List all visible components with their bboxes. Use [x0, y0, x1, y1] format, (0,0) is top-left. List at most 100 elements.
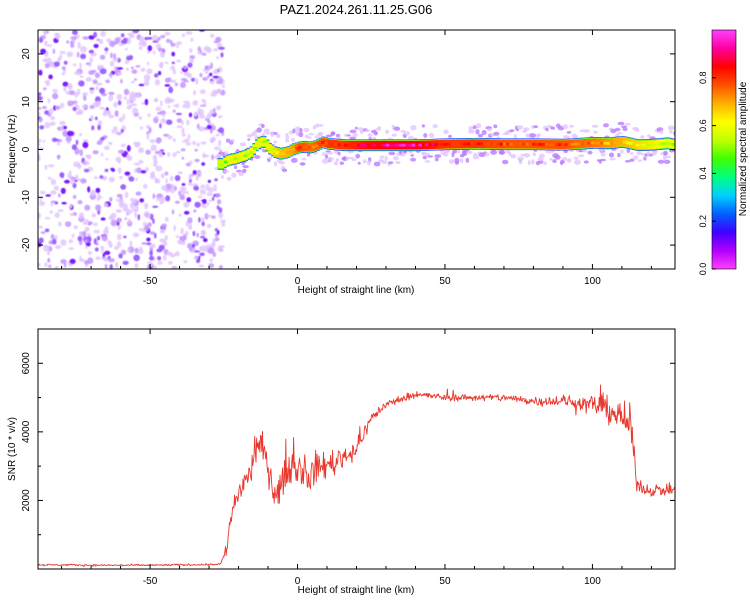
halo-blob — [454, 157, 460, 163]
noise-blob — [207, 119, 211, 124]
noise-blob — [154, 79, 161, 86]
noise-blob — [130, 197, 135, 202]
track-peak — [671, 143, 675, 146]
track-peak — [506, 142, 510, 146]
noise-blob — [52, 92, 59, 100]
track-peak — [437, 143, 442, 146]
noise-blob — [140, 126, 143, 130]
track-peak — [525, 142, 530, 146]
track-peak — [418, 143, 423, 147]
noise-blob — [117, 224, 121, 231]
halo-blob — [562, 124, 569, 130]
noise-blob — [146, 68, 153, 75]
halo-blob — [465, 157, 470, 163]
noise-blob — [181, 78, 188, 81]
halo-blob — [273, 140, 277, 144]
noise-blob — [183, 260, 188, 264]
noise-blob — [120, 184, 127, 190]
noise-blob — [164, 234, 168, 241]
track-peak — [282, 151, 287, 155]
noise-blob — [186, 119, 190, 126]
noise-blob — [160, 118, 166, 124]
track-peak — [321, 140, 326, 144]
noise-blob — [189, 55, 196, 60]
spectrogram-xlabel: Height of straight line (km) — [298, 285, 415, 296]
noise-blob — [93, 222, 98, 226]
track-peak — [266, 144, 270, 148]
noise-blob — [208, 263, 215, 268]
noise-blob — [50, 233, 55, 240]
halo-blob — [327, 157, 334, 162]
halo-blob — [545, 127, 549, 132]
track-peak — [330, 142, 335, 146]
noise-blob — [189, 160, 193, 164]
noise-blob — [110, 219, 118, 227]
noise-blob — [216, 230, 220, 235]
noise-blob — [205, 184, 210, 187]
noise-blob — [164, 61, 169, 65]
noise-blob — [178, 190, 182, 196]
track-peak — [532, 142, 536, 146]
track-peak — [544, 143, 549, 146]
noise-blob — [117, 167, 122, 174]
track-cell — [255, 141, 259, 150]
noise-blob — [54, 105, 61, 110]
track-peak — [668, 142, 673, 146]
noise-blob — [39, 125, 45, 130]
halo-blob — [229, 139, 235, 142]
halo-blob — [242, 168, 247, 173]
noise-blob — [183, 65, 187, 70]
halo-blob — [263, 128, 270, 134]
track-peak — [609, 141, 614, 145]
noise-blob — [82, 36, 89, 40]
noise-blob — [95, 82, 103, 86]
noise-blob — [38, 92, 42, 96]
track-peak — [541, 143, 546, 146]
noise-blob — [134, 263, 139, 269]
noise-blob — [206, 214, 213, 218]
noise-blob — [196, 123, 200, 130]
halo-blob — [493, 124, 498, 129]
halo-blob — [533, 125, 538, 129]
y-tick-label: 20 — [21, 48, 32, 60]
noise-blob — [187, 73, 193, 79]
noise-blob — [144, 202, 149, 210]
noise-blob — [161, 223, 167, 229]
track-peak — [483, 142, 488, 146]
noise-blob — [204, 213, 209, 220]
halo-blob — [331, 131, 336, 136]
noise-blob — [180, 148, 186, 152]
noise-blob — [145, 82, 150, 85]
noise-blob — [138, 147, 144, 154]
noise-blob — [99, 246, 105, 249]
halo-blob — [629, 152, 634, 155]
noise-blob — [149, 174, 156, 180]
noise-blob — [148, 126, 152, 134]
noise-blob — [58, 139, 63, 143]
noise-blob — [218, 46, 225, 50]
noise-blob — [164, 84, 171, 87]
noise-blob — [137, 248, 144, 255]
noise-blob — [199, 73, 203, 78]
noise-blob — [217, 199, 222, 205]
track-peak — [275, 151, 280, 155]
track-peak — [463, 142, 468, 146]
halo-blob — [242, 165, 249, 169]
halo-blob — [523, 127, 530, 132]
halo-blob — [317, 124, 324, 127]
noise-blob — [105, 79, 110, 84]
noise-blob — [86, 233, 92, 236]
noise-blob — [89, 87, 95, 90]
noise-blob — [215, 193, 221, 198]
noise-blob — [46, 57, 52, 63]
halo-blob — [448, 134, 452, 138]
noise-blob — [66, 40, 69, 44]
track-peak — [499, 142, 504, 146]
noise-blob — [185, 162, 191, 167]
noise-blob — [68, 170, 72, 176]
track-peak — [236, 156, 241, 160]
track-peak — [360, 143, 364, 147]
halo-blob — [513, 133, 517, 140]
noise-blob — [39, 197, 42, 202]
noise-blob — [91, 125, 95, 131]
